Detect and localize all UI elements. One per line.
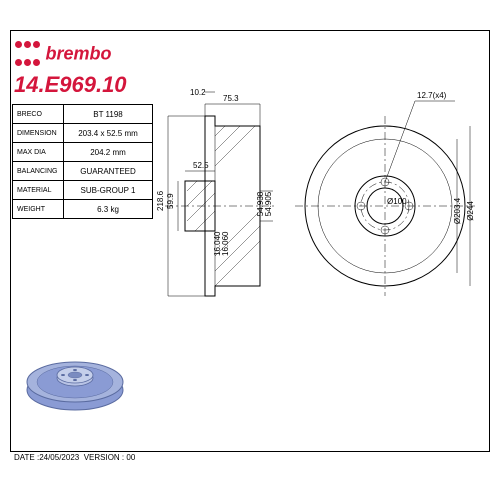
spec-value: BT 1198 (64, 105, 153, 124)
table-row: DIMENSION203.4 x 52.5 mm (13, 124, 153, 143)
dim-inner-height: 59.9 (166, 193, 175, 209)
dim-drum-od: Ø244 (466, 201, 475, 221)
spec-label: WEIGHT (13, 200, 64, 219)
table-row: MAX DIA204.2 mm (13, 143, 153, 162)
brand-text: brembo (45, 44, 111, 64)
spec-value: SUB-GROUP 1 (64, 181, 153, 200)
dim-pcd: Ø100 (387, 197, 407, 206)
spec-value: GUARANTEED (64, 162, 153, 181)
dim-flange-offset: 10.2 (190, 88, 206, 97)
date-value: 24/05/2023 (39, 453, 79, 462)
dim-seal2: 54.905 (264, 191, 273, 216)
spec-value: 6.3 kg (64, 200, 153, 219)
part-number: 14.E969.10 (14, 72, 127, 98)
spec-table: BRECOBT 1198 DIMENSION203.4 x 52.5 mm MA… (12, 104, 153, 219)
date-label: DATE : (14, 453, 39, 462)
dim-top-width: 75.3 (223, 94, 239, 103)
brand-logo: brembo (14, 36, 144, 72)
dim-bore2: 16.060 (221, 231, 230, 256)
dim-outer-height: 218.6 (156, 190, 165, 211)
spec-label: BALANCING (13, 162, 64, 181)
svg-text:54.905: 54.905 (264, 191, 273, 216)
technical-drawing: 218.6 59.9 75.3 10.2 52.5 54.938 54.905 … (155, 36, 485, 446)
table-row: MATERIALSUB-GROUP 1 (13, 181, 153, 200)
version-label: VERSION : (84, 453, 124, 462)
spec-label: MATERIAL (13, 181, 64, 200)
svg-text:16.060: 16.060 (221, 231, 230, 256)
spec-value: 203.4 x 52.5 mm (64, 124, 153, 143)
logo-dots-icon (14, 36, 41, 72)
spec-label: BRECO (13, 105, 64, 124)
drawing-sheet: brembo 14.E969.10 BRECOBT 1198 DIMENSION… (0, 0, 500, 500)
table-row: BRECOBT 1198 (13, 105, 153, 124)
table-row: BALANCINGGUARANTEED (13, 162, 153, 181)
spec-label: DIMENSION (13, 124, 64, 143)
dim-hub-depth: 52.5 (193, 161, 209, 170)
dim-bolt-note: 12.7(x4) (417, 91, 447, 100)
spec-label: MAX DIA (13, 143, 64, 162)
spec-value: 204.2 mm (64, 143, 153, 162)
footer: DATE :24/05/2023 VERSION : 00 (14, 453, 135, 462)
dim-drum-id: Ø203.4 (453, 197, 462, 224)
version-value: 00 (126, 453, 135, 462)
part-thumbnail (20, 340, 130, 430)
table-row: WEIGHT6.3 kg (13, 200, 153, 219)
